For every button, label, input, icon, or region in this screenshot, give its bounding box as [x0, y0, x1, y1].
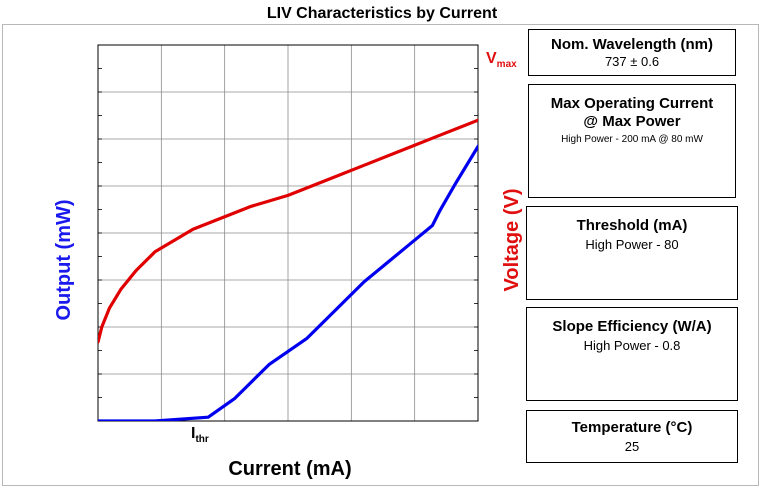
x-axis-label-current: Current (mA) — [228, 458, 352, 480]
threshold-current-marker: Ithr — [191, 425, 209, 449]
y-axis-label-output: Output (mW) — [53, 199, 75, 321]
grid-lines — [98, 45, 478, 421]
slope-efficiency-box: Slope Efficiency (W/A) High Power - 0.8 — [526, 307, 738, 401]
threshold-box: Threshold (mA) High Power - 80 — [526, 206, 738, 300]
threshold-heading: Threshold (mA) — [576, 217, 688, 234]
plot-area-border — [97, 44, 479, 422]
temperature-value: 25 — [624, 439, 640, 454]
max-operating-current-heading: Max Operating Current @ Max Power — [529, 95, 735, 131]
max-operating-current-heading-line2: @ Max Power — [583, 113, 681, 130]
chart-title: LIV Characteristics by Current — [266, 5, 498, 22]
figure-frame — [2, 24, 759, 486]
threshold-marker-label: I — [191, 425, 196, 442]
temperature-heading: Temperature (°C) — [571, 419, 693, 436]
max-voltage-marker: Vmax — [486, 50, 517, 74]
wavelength-box: Nom. Wavelength (nm) 737 ± 0.6 — [528, 29, 736, 76]
slope-efficiency-heading: Slope Efficiency (W/A) — [552, 318, 712, 335]
max-operating-current-heading-line1: Max Operating Current — [550, 95, 714, 112]
vmax-marker-subscript: max — [496, 59, 517, 70]
wavelength-value: 737 ± 0.6 — [604, 54, 660, 69]
max-operating-current-box: Max Operating Current @ Max Power High P… — [528, 84, 736, 198]
y-axis-label-voltage: Voltage (V) — [501, 188, 523, 292]
vmax-marker-label: V — [486, 50, 497, 67]
wavelength-heading: Nom. Wavelength (nm) — [551, 36, 713, 53]
voltage-line — [98, 118, 478, 344]
threshold-marker-subscript: thr — [195, 434, 209, 445]
temperature-box: Temperature (°C) 25 — [526, 410, 738, 463]
max-operating-current-value: High Power - 200 mA @ 80 mW — [561, 134, 703, 145]
output-power-line — [98, 143, 478, 421]
series-layer — [98, 118, 478, 421]
threshold-value: High Power - 80 — [585, 237, 679, 252]
slope-efficiency-value: High Power - 0.8 — [583, 338, 681, 353]
